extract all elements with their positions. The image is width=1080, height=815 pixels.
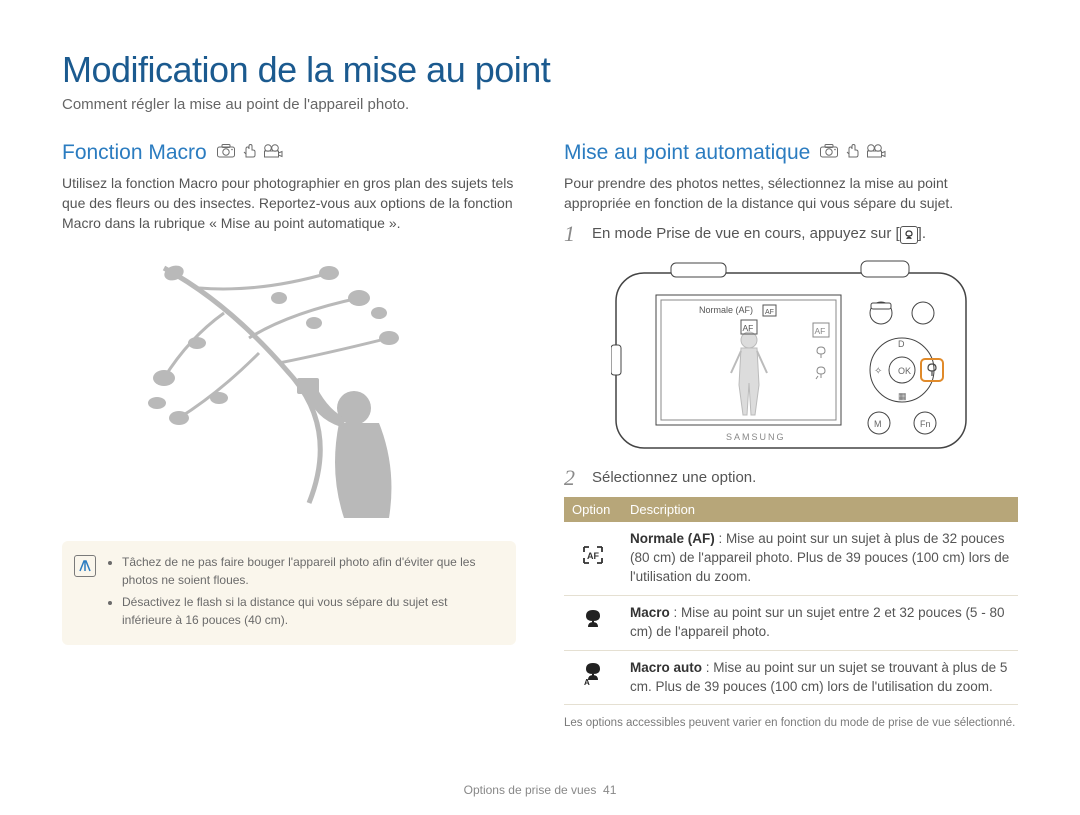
footer-label: Options de prise de vues: [464, 783, 597, 797]
step-number: 2: [564, 467, 582, 489]
note-icon: [74, 555, 96, 577]
section-heading-af: Mise au point automatique: [564, 141, 1018, 165]
note-list: Tâchez de ne pas faire bouger l'appareil…: [108, 553, 500, 629]
option-desc: : Mise au point sur un sujet entre 2 et …: [630, 605, 1004, 639]
step1-suffix: ].: [918, 225, 926, 242]
screen-label: Normale (AF): [699, 305, 753, 315]
svg-text:✧: ✧: [874, 366, 882, 377]
step1-prefix: En mode Prise de vue en cours, appuyez s…: [592, 225, 900, 242]
step-1-text: En mode Prise de vue en cours, appuyez s…: [592, 223, 926, 245]
af-normal-icon: AF: [564, 522, 622, 595]
camera-icon: [217, 144, 235, 161]
step-1: 1 En mode Prise de vue en cours, appuyez…: [564, 223, 1018, 245]
video-icon: [866, 144, 886, 161]
svg-text:AF: AF: [765, 309, 774, 316]
left-column: Fonction Macro Utilisez la fonction Macr…: [62, 141, 516, 732]
page-subtitle: Comment régler la mise au point de l'app…: [62, 96, 1018, 113]
camera-diagram-wrap: Normale (AF) AF AF AF: [564, 255, 1018, 455]
svg-text:OK: OK: [898, 366, 911, 376]
af-options-table: Option Description AF Normale (AF) : Mis…: [564, 497, 1018, 705]
table-cell-desc: Macro auto : Mise au point sur un sujet …: [622, 650, 1018, 705]
option-name: Macro auto: [630, 660, 702, 675]
hand-icon: [241, 143, 257, 162]
svg-text:▦: ▦: [898, 391, 907, 401]
camera-diagram: Normale (AF) AF AF AF: [611, 255, 971, 455]
step-number: 1: [564, 223, 582, 245]
option-name: Normale (AF): [630, 531, 715, 546]
svg-text:A: A: [584, 678, 590, 686]
table-cell-desc: Normale (AF) : Mise au point sur un suje…: [622, 522, 1018, 595]
page-title: Modification de la mise au point: [62, 50, 1018, 90]
manual-page: Modification de la mise au point Comment…: [0, 0, 1080, 815]
footer-page-number: 41: [603, 783, 616, 797]
svg-text:D: D: [898, 339, 905, 349]
camera-brand-label: SAMSUNG: [726, 432, 786, 442]
page-footer: Options de prise de vues 41: [0, 783, 1080, 797]
macro-auto-icon: A: [564, 650, 622, 705]
hand-icon: [844, 143, 860, 162]
af-footnote: Les options accessibles peuvent varier e…: [564, 715, 1018, 731]
macro-body-text: Utilisez la fonction Macro pour photogra…: [62, 173, 516, 234]
option-name: Macro: [630, 605, 670, 620]
note-item: Tâchez de ne pas faire bouger l'appareil…: [122, 553, 500, 589]
table-header-description: Description: [622, 497, 1018, 522]
table-cell-desc: Macro : Mise au point sur un sujet entre…: [622, 595, 1018, 650]
svg-text:AF: AF: [587, 551, 599, 561]
heading-af: Mise au point automatique: [564, 141, 810, 165]
svg-text:M: M: [874, 419, 882, 429]
camera-icon: [820, 144, 838, 161]
table-row: AF Normale (AF) : Mise au point sur un s…: [564, 522, 1018, 595]
note-item: Désactivez le flash si la distance qui v…: [122, 593, 500, 629]
svg-text:Fn: Fn: [920, 419, 931, 429]
section-heading-macro: Fonction Macro: [62, 141, 516, 165]
table-row: Macro : Mise au point sur un sujet entre…: [564, 595, 1018, 650]
step-2: 2 Sélectionnez une option.: [564, 467, 1018, 489]
step-2-text: Sélectionnez une option.: [592, 467, 756, 489]
heading-macro: Fonction Macro: [62, 141, 207, 165]
video-icon: [263, 144, 283, 161]
mode-icons-left: [217, 143, 283, 162]
svg-text:AF: AF: [743, 323, 754, 333]
macro-icon: [564, 595, 622, 650]
table-header-option: Option: [564, 497, 622, 522]
right-column: Mise au point automatique Pour prendre d…: [564, 141, 1018, 732]
af-body-text: Pour prendre des photos nettes, sélectio…: [564, 173, 1018, 214]
two-column-layout: Fonction Macro Utilisez la fonction Macr…: [62, 141, 1018, 732]
flower-illustration: [129, 243, 449, 523]
table-row: A Macro auto : Mise au point sur un suje…: [564, 650, 1018, 705]
mode-icons-right: [820, 143, 886, 162]
note-box: Tâchez de ne pas faire bouger l'appareil…: [62, 541, 516, 645]
macro-key-icon: [900, 226, 918, 244]
svg-text:AF: AF: [815, 326, 826, 336]
